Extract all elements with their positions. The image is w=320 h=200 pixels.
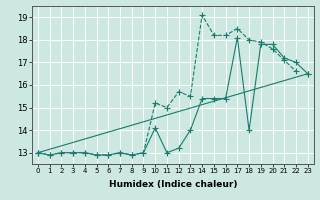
X-axis label: Humidex (Indice chaleur): Humidex (Indice chaleur) bbox=[108, 180, 237, 189]
